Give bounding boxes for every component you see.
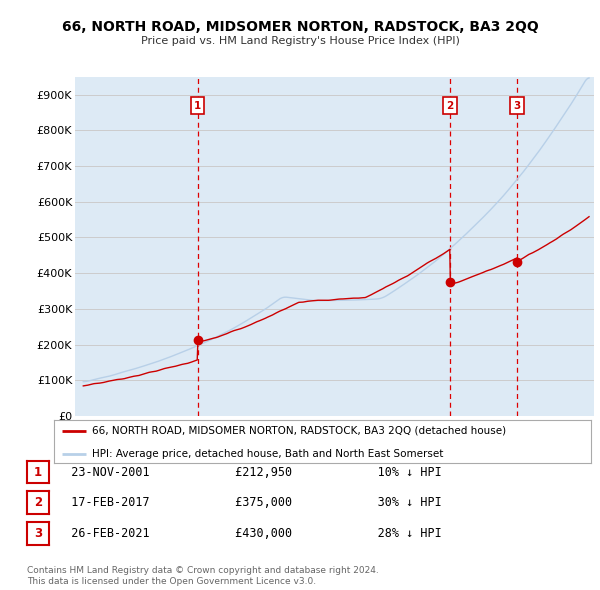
Text: Contains HM Land Registry data © Crown copyright and database right 2024.: Contains HM Land Registry data © Crown c… [27, 566, 379, 575]
Text: 66, NORTH ROAD, MIDSOMER NORTON, RADSTOCK, BA3 2QQ (detached house): 66, NORTH ROAD, MIDSOMER NORTON, RADSTOC… [92, 426, 506, 436]
Text: 23-NOV-2001            £212,950            10% ↓ HPI: 23-NOV-2001 £212,950 10% ↓ HPI [57, 466, 442, 478]
Text: 17-FEB-2017            £375,000            30% ↓ HPI: 17-FEB-2017 £375,000 30% ↓ HPI [57, 496, 442, 509]
Text: 1: 1 [34, 466, 42, 478]
Text: 26-FEB-2021            £430,000            28% ↓ HPI: 26-FEB-2021 £430,000 28% ↓ HPI [57, 527, 442, 540]
Text: HPI: Average price, detached house, Bath and North East Somerset: HPI: Average price, detached house, Bath… [92, 448, 443, 458]
Text: Price paid vs. HM Land Registry's House Price Index (HPI): Price paid vs. HM Land Registry's House … [140, 36, 460, 46]
Text: 66, NORTH ROAD, MIDSOMER NORTON, RADSTOCK, BA3 2QQ: 66, NORTH ROAD, MIDSOMER NORTON, RADSTOC… [62, 20, 538, 34]
Text: 3: 3 [513, 100, 521, 110]
Text: 2: 2 [34, 496, 42, 509]
Text: 1: 1 [194, 100, 202, 110]
Text: 3: 3 [34, 527, 42, 540]
Text: 2: 2 [446, 100, 454, 110]
Text: This data is licensed under the Open Government Licence v3.0.: This data is licensed under the Open Gov… [27, 577, 316, 586]
